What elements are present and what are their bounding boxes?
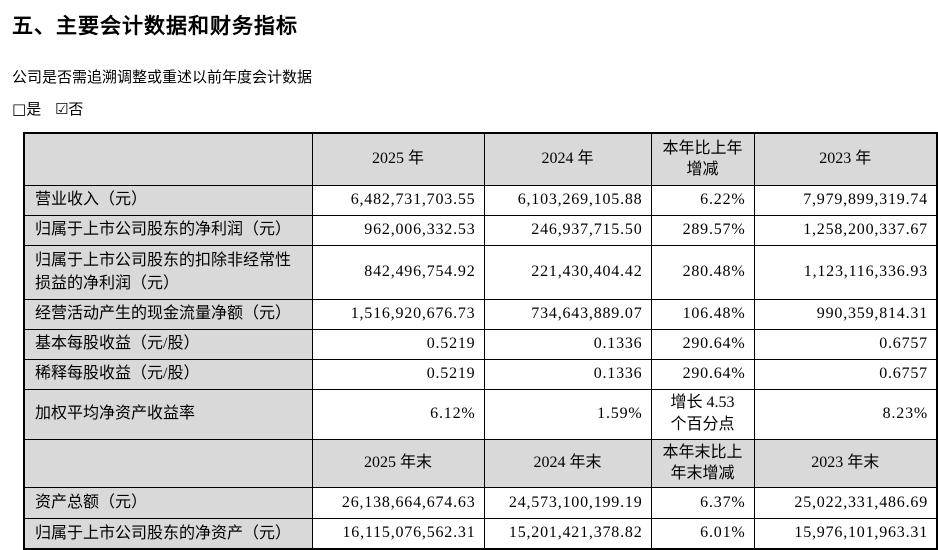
annual-header-row: 2025 年 2024 年 本年比上年 增减 2023 年 <box>23 132 938 186</box>
header-2025: 2025 年 <box>311 132 485 186</box>
value-2025: 842,496,754.92 <box>311 244 485 300</box>
year-end-header-row: 2025 年末 2024 年末 本年末比上 年末增减 2023 年末 <box>23 438 938 488</box>
header-2025-end: 2025 年末 <box>311 438 485 488</box>
value-2025: 962,006,332.53 <box>311 214 485 246</box>
table-row-weighted-roe: 加权平均净资产收益率 6.12% 1.59% 增长 4.53 个百分点 8.23… <box>23 388 938 440</box>
header-year-end-change: 本年末比上 年末增减 <box>650 438 755 488</box>
value-2025: 26,138,664,674.63 <box>311 486 485 519</box>
header-2024: 2024 年 <box>483 132 652 186</box>
header-2023-end: 2023 年末 <box>753 438 938 488</box>
financial-metrics-table: 2025 年 2024 年 本年比上年 增减 2023 年 营业收入（元） 6,… <box>23 132 938 550</box>
checkbox-yes: □是 <box>12 100 42 118</box>
metric-label: 营业收入（元） <box>23 184 313 216</box>
header-2024-end: 2024 年末 <box>483 438 652 488</box>
retrospective-adjustment-question: 公司是否需追溯调整或重述以前年度会计数据 <box>12 70 313 86</box>
value-2024: 6,103,269,105.88 <box>483 184 652 216</box>
value-2024: 246,937,715.50 <box>483 214 652 246</box>
value-change: 增长 4.53 个百分点 <box>650 388 755 440</box>
checkbox-no-label: 否 <box>68 102 84 118</box>
table-row-basic-eps: 基本每股收益（元/股） 0.5219 0.1336 290.64% 0.6757 <box>23 328 938 360</box>
blank-header-cell <box>23 132 313 186</box>
header-yoy-change: 本年比上年 增减 <box>650 132 755 186</box>
header-2023: 2023 年 <box>753 132 938 186</box>
table-row-total-assets: 资产总额（元） 26,138,664,674.63 24,573,100,199… <box>23 486 938 519</box>
value-change: 6.01% <box>650 517 755 550</box>
table-row-operating-cash-flow: 经营活动产生的现金流量净额（元） 1,516,920,676.73 734,64… <box>23 298 938 330</box>
metric-label: 资产总额（元） <box>23 486 313 519</box>
value-change: 290.64% <box>650 358 755 390</box>
value-2024: 0.1336 <box>483 358 652 390</box>
value-2024: 1.59% <box>483 388 652 440</box>
value-2023: 990,359,814.31 <box>753 298 938 330</box>
value-2024: 734,643,889.07 <box>483 298 652 330</box>
value-change: 290.64% <box>650 328 755 360</box>
checkbox-checked-icon: ☑ <box>54 100 69 118</box>
value-change: 6.22% <box>650 184 755 216</box>
value-2023: 25,022,331,486.69 <box>753 486 938 519</box>
value-2023: 0.6757 <box>753 328 938 360</box>
table-row-diluted-eps: 稀释每股收益（元/股） 0.5219 0.1336 290.64% 0.6757 <box>23 358 938 390</box>
value-2023: 7,979,899,319.74 <box>753 184 938 216</box>
value-2023: 8.23% <box>753 388 938 440</box>
value-change: 6.37% <box>650 486 755 519</box>
value-2025: 0.5219 <box>311 328 485 360</box>
metric-label: 加权平均净资产收益率 <box>23 388 313 440</box>
value-2024: 24,573,100,199.19 <box>483 486 652 519</box>
checkbox-row: □是 ☑否 <box>12 98 938 119</box>
metric-label: 基本每股收益（元/股） <box>23 328 313 360</box>
value-2025: 0.5219 <box>311 358 485 390</box>
checkbox-yes-label: 是 <box>26 102 42 118</box>
value-2025: 6.12% <box>311 388 485 440</box>
value-2024: 221,430,404.42 <box>483 244 652 300</box>
value-2025: 1,516,920,676.73 <box>311 298 485 330</box>
value-change: 280.48% <box>650 244 755 300</box>
checkbox-unchecked-icon: □ <box>12 100 27 118</box>
metric-label: 归属于上市公司股东的净资产（元） <box>23 517 313 550</box>
table-row-revenue: 营业收入（元） 6,482,731,703.55 6,103,269,105.8… <box>23 184 938 216</box>
blank-header-cell <box>23 438 313 488</box>
metric-label: 归属于上市公司股东的净利润（元） <box>23 214 313 246</box>
table-row-net-profit: 归属于上市公司股东的净利润（元） 962,006,332.53 246,937,… <box>23 214 938 246</box>
value-2023: 1,123,116,336.93 <box>753 244 938 300</box>
metric-label: 归属于上市公司股东的扣除非经常性损益的净利润（元） <box>23 244 313 300</box>
table-row-deducted-net-profit: 归属于上市公司股东的扣除非经常性损益的净利润（元） 842,496,754.92… <box>23 244 938 300</box>
value-2024: 15,201,421,378.82 <box>483 517 652 550</box>
table-row-net-assets: 归属于上市公司股东的净资产（元） 16,115,076,562.31 15,20… <box>23 517 938 550</box>
value-2023: 0.6757 <box>753 358 938 390</box>
value-2025: 16,115,076,562.31 <box>311 517 485 550</box>
value-2023: 15,976,101,963.31 <box>753 517 938 550</box>
value-change: 106.48% <box>650 298 755 330</box>
metric-label: 稀释每股收益（元/股） <box>23 358 313 390</box>
value-2023: 1,258,200,337.67 <box>753 214 938 246</box>
checkbox-no: ☑否 <box>54 100 84 118</box>
metric-label: 经营活动产生的现金流量净额（元） <box>23 298 313 330</box>
value-2025: 6,482,731,703.55 <box>311 184 485 216</box>
page-title: 五、主要会计数据和财务指标 <box>12 14 298 38</box>
value-2024: 0.1336 <box>483 328 652 360</box>
value-change: 289.57% <box>650 214 755 246</box>
